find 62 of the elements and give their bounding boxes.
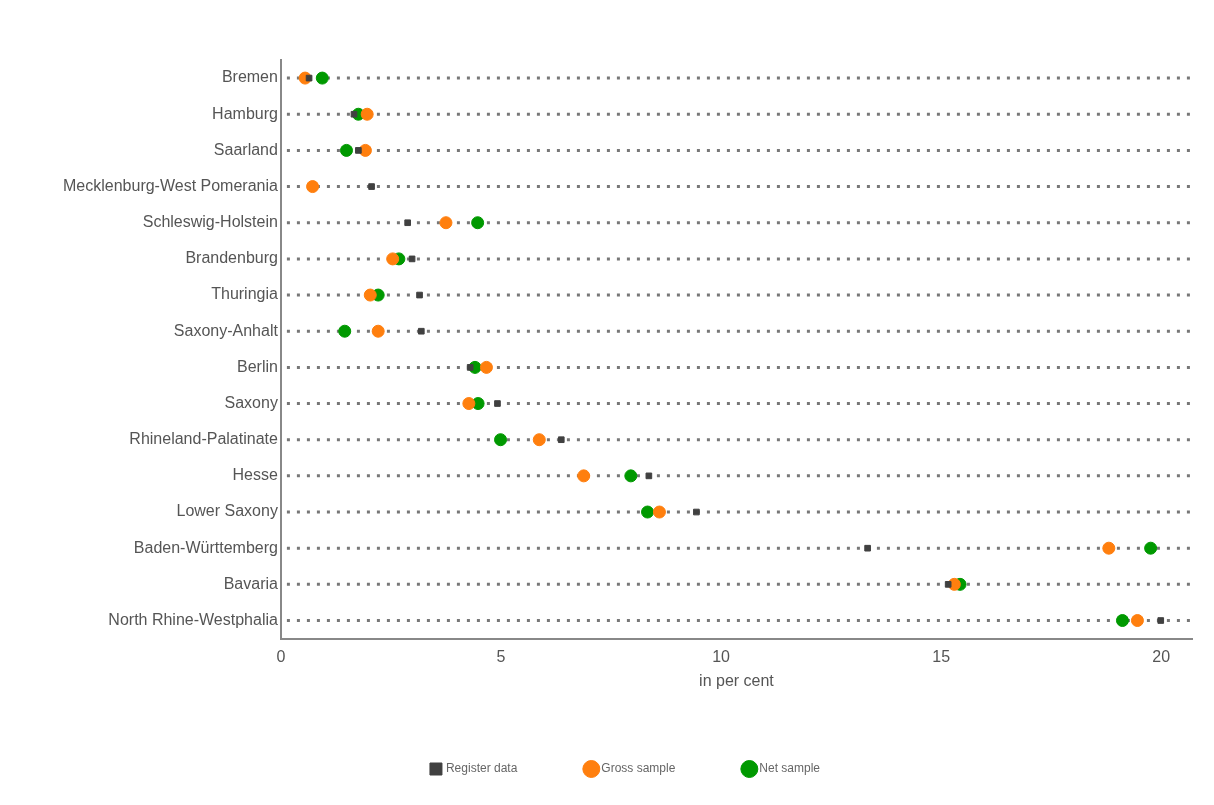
point: [355, 147, 362, 154]
point: [1102, 541, 1116, 555]
legend-label: Register data: [445, 761, 518, 776]
y-tick-label: Bremen: [221, 68, 278, 86]
point: [306, 180, 320, 194]
point: [645, 472, 653, 480]
point: [439, 216, 453, 230]
y-tick-label: Thuringia: [211, 285, 279, 303]
point: [368, 183, 375, 190]
point: [532, 433, 546, 447]
point: [386, 252, 400, 266]
y-tick-label: Bavaria: [223, 574, 279, 592]
point: [624, 469, 638, 483]
y-tick-label: Mecklenburg-West Pomerania: [63, 176, 279, 194]
point: [557, 436, 565, 444]
legend-label: Gross sample: [601, 761, 676, 776]
x-tick-label: 20: [1152, 647, 1171, 665]
x-tick-label: 0: [276, 647, 286, 665]
y-tick-label: Saxony-Anhalt: [173, 321, 279, 339]
point: [494, 400, 501, 407]
point: [1130, 614, 1144, 628]
point: [363, 288, 377, 302]
y-tick-label: Schleswig-Holstein: [142, 213, 278, 231]
point: [338, 324, 352, 338]
point: [652, 505, 666, 519]
point: [1144, 541, 1158, 555]
x-axis-title: in per cent: [699, 671, 775, 689]
point: [471, 216, 485, 230]
point: [1157, 617, 1165, 624]
point: [360, 107, 374, 121]
x-tick-label: 15: [932, 647, 951, 665]
point: [944, 581, 952, 588]
y-tick-label: Lower Saxony: [176, 502, 278, 520]
point: [339, 143, 353, 157]
point: [371, 324, 385, 338]
point: [404, 219, 411, 227]
y-tick-label: Baden-Württemberg: [133, 538, 278, 556]
point: [408, 255, 416, 263]
y-tick-label: Rhineland-Palatinate: [129, 430, 279, 448]
x-tick-label: 10: [712, 647, 731, 665]
point: [462, 397, 476, 411]
x-tick-label: 5: [496, 647, 506, 665]
y-tick-label: Berlin: [237, 357, 278, 375]
y-tick-label: Brandenburg: [185, 249, 278, 267]
y-tick-label: Saxony: [224, 393, 278, 411]
y-tick-label: Hesse: [232, 466, 278, 484]
y-tick-label: North Rhine-Westphalia: [108, 610, 279, 628]
point: [864, 544, 871, 552]
point: [1115, 614, 1129, 628]
legend-label: Net sample: [759, 761, 821, 776]
y-tick-label: Saarland: [213, 140, 278, 158]
point: [641, 505, 655, 519]
point: [315, 71, 329, 85]
point: [417, 327, 425, 335]
point: [693, 508, 700, 516]
point: [416, 291, 423, 299]
y-tick-label: Hamburg: [212, 104, 278, 122]
point: [577, 469, 591, 483]
point: [479, 360, 493, 374]
point: [494, 433, 508, 447]
point: [466, 364, 474, 371]
point: [305, 74, 313, 82]
